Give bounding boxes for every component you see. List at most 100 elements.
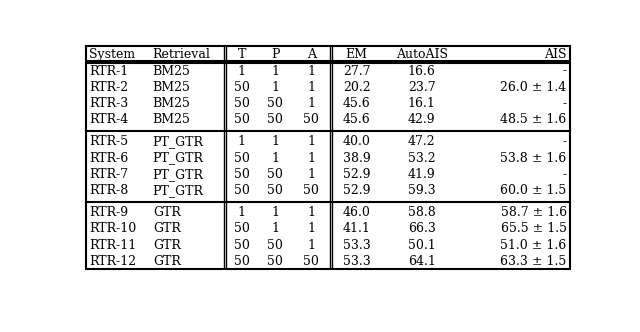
- Text: 20.2: 20.2: [343, 81, 371, 94]
- Text: 50: 50: [234, 151, 250, 165]
- Text: 1: 1: [307, 135, 316, 148]
- Text: 38.9: 38.9: [343, 151, 371, 165]
- Text: 1: 1: [271, 222, 279, 235]
- Text: 53.3: 53.3: [343, 239, 371, 252]
- Text: RTR-2: RTR-2: [90, 81, 129, 94]
- Text: 52.9: 52.9: [343, 184, 371, 197]
- Text: PT_GTR: PT_GTR: [153, 151, 204, 165]
- Text: RTR-4: RTR-4: [90, 113, 129, 126]
- Text: BM25: BM25: [153, 81, 191, 94]
- Text: 50: 50: [234, 113, 250, 126]
- Text: GTR: GTR: [153, 239, 180, 252]
- Text: AIS: AIS: [544, 48, 566, 61]
- Text: 41.9: 41.9: [408, 168, 436, 181]
- Text: 58.8: 58.8: [408, 206, 436, 219]
- Text: 59.3: 59.3: [408, 184, 435, 197]
- Text: 53.2: 53.2: [408, 151, 435, 165]
- Text: 1: 1: [307, 97, 316, 110]
- Text: RTR-11: RTR-11: [90, 239, 136, 252]
- Text: 50: 50: [267, 168, 283, 181]
- Text: GTR: GTR: [153, 222, 180, 235]
- Text: -: -: [563, 64, 566, 78]
- Text: 53.3: 53.3: [343, 255, 371, 268]
- Text: 23.7: 23.7: [408, 81, 435, 94]
- Text: 52.9: 52.9: [343, 168, 371, 181]
- Text: -: -: [563, 168, 566, 181]
- Text: RTR-9: RTR-9: [90, 206, 129, 219]
- Text: PT_GTR: PT_GTR: [153, 168, 204, 181]
- Text: 45.6: 45.6: [343, 97, 371, 110]
- Text: 26.0 ± 1.4: 26.0 ± 1.4: [500, 81, 566, 94]
- Text: 53.8 ± 1.6: 53.8 ± 1.6: [500, 151, 566, 165]
- Text: 50: 50: [234, 97, 250, 110]
- Text: 60.0 ± 1.5: 60.0 ± 1.5: [500, 184, 566, 197]
- Text: 50: 50: [303, 113, 319, 126]
- Text: 48.5 ± 1.6: 48.5 ± 1.6: [500, 113, 566, 126]
- Bar: [86, 46, 570, 269]
- Text: 50: 50: [267, 255, 283, 268]
- Text: 66.3: 66.3: [408, 222, 436, 235]
- Text: 63.3 ± 1.5: 63.3 ± 1.5: [500, 255, 566, 268]
- Text: 1: 1: [238, 206, 246, 219]
- Text: 1: 1: [307, 239, 316, 252]
- Text: 50: 50: [234, 222, 250, 235]
- Text: 50: 50: [267, 113, 283, 126]
- Text: 50: 50: [234, 168, 250, 181]
- Text: 41.1: 41.1: [343, 222, 371, 235]
- Text: EM: EM: [346, 48, 368, 61]
- Text: 50: 50: [267, 239, 283, 252]
- Text: P: P: [271, 48, 279, 61]
- Text: RTR-10: RTR-10: [90, 222, 136, 235]
- Text: BM25: BM25: [153, 113, 191, 126]
- Text: -: -: [563, 97, 566, 110]
- Text: 1: 1: [307, 168, 316, 181]
- Text: 1: 1: [307, 64, 316, 78]
- Text: 51.0 ± 1.6: 51.0 ± 1.6: [500, 239, 566, 252]
- Text: 1: 1: [271, 135, 279, 148]
- Text: RTR-6: RTR-6: [90, 151, 129, 165]
- Text: 1: 1: [307, 151, 316, 165]
- Text: RTR-7: RTR-7: [90, 168, 129, 181]
- Text: 50: 50: [234, 239, 250, 252]
- Text: PT_GTR: PT_GTR: [153, 184, 204, 197]
- Text: 50: 50: [234, 184, 250, 197]
- Text: RTR-5: RTR-5: [90, 135, 129, 148]
- Text: RTR-3: RTR-3: [90, 97, 129, 110]
- Text: 46.0: 46.0: [343, 206, 371, 219]
- Text: RTR-12: RTR-12: [90, 255, 136, 268]
- Text: RTR-1: RTR-1: [90, 64, 129, 78]
- Text: T: T: [237, 48, 246, 61]
- Text: RTR-8: RTR-8: [90, 184, 129, 197]
- Text: GTR: GTR: [153, 206, 180, 219]
- Text: 1: 1: [238, 64, 246, 78]
- Text: 40.0: 40.0: [343, 135, 371, 148]
- Text: 42.9: 42.9: [408, 113, 435, 126]
- Text: 1: 1: [271, 151, 279, 165]
- Text: 65.5 ± 1.5: 65.5 ± 1.5: [500, 222, 566, 235]
- Text: 1: 1: [238, 135, 246, 148]
- Text: BM25: BM25: [153, 97, 191, 110]
- Text: -: -: [563, 135, 566, 148]
- Text: 64.1: 64.1: [408, 255, 436, 268]
- Text: 45.6: 45.6: [343, 113, 371, 126]
- Text: GTR: GTR: [153, 255, 180, 268]
- Text: BM25: BM25: [153, 64, 191, 78]
- Text: 1: 1: [307, 81, 316, 94]
- Text: 50: 50: [234, 255, 250, 268]
- Text: 27.7: 27.7: [343, 64, 371, 78]
- Text: 16.1: 16.1: [408, 97, 436, 110]
- Text: 1: 1: [271, 81, 279, 94]
- Text: 1: 1: [307, 222, 316, 235]
- Text: AutoAIS: AutoAIS: [396, 48, 448, 61]
- Text: 50: 50: [267, 184, 283, 197]
- Text: 50: 50: [303, 255, 319, 268]
- Text: 50: 50: [267, 97, 283, 110]
- Text: 50: 50: [303, 184, 319, 197]
- Text: 1: 1: [307, 206, 316, 219]
- Text: 16.6: 16.6: [408, 64, 436, 78]
- Text: Retrieval: Retrieval: [153, 48, 211, 61]
- Text: 1: 1: [271, 206, 279, 219]
- Text: PT_GTR: PT_GTR: [153, 135, 204, 148]
- Text: 50.1: 50.1: [408, 239, 436, 252]
- Text: 1: 1: [271, 64, 279, 78]
